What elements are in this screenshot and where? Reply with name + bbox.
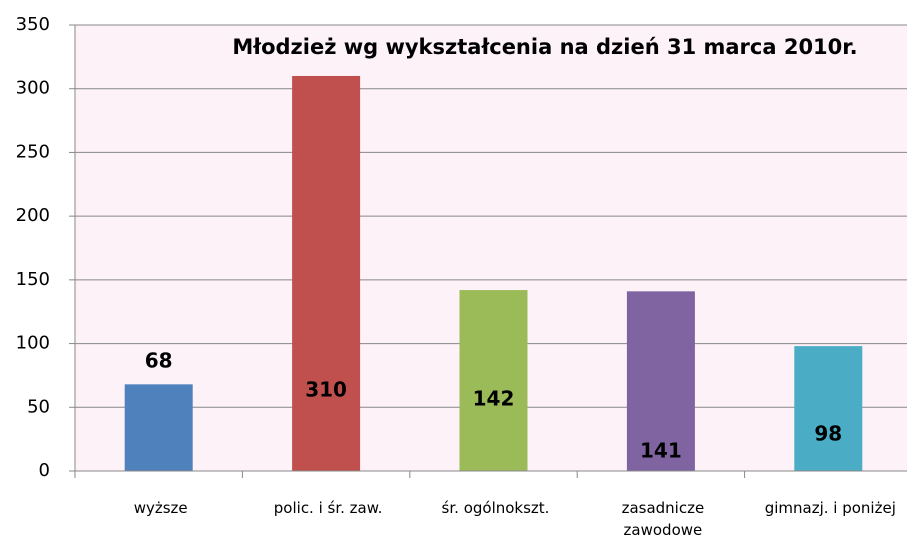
y-tick-label: 50: [27, 396, 50, 417]
data-label: 142: [473, 387, 515, 411]
bar: [292, 75, 361, 471]
y-tick-label: 250: [16, 141, 50, 162]
x-tick-label: gimnazj. i poniżej: [764, 499, 896, 517]
data-label: 98: [814, 422, 842, 446]
data-label: 68: [145, 349, 173, 373]
x-tick-label: śr. ogólnokszt.: [441, 499, 550, 517]
bar: [794, 346, 863, 471]
data-label: 141: [640, 439, 682, 463]
bar: [459, 290, 528, 471]
bar: [124, 384, 193, 471]
y-tick-label: 0: [39, 460, 50, 481]
data-label: 310: [305, 378, 347, 402]
y-tick-label: 300: [16, 78, 50, 99]
y-tick-label: 200: [16, 205, 50, 226]
x-tick-label: wyższe: [133, 499, 188, 517]
x-tick-label: polic. i śr. zaw.: [273, 499, 383, 517]
chart-title: Młodzież wg wykształcenia na dzień 31 ma…: [232, 35, 857, 59]
y-tick-label: 350: [16, 14, 50, 35]
y-tick-label: 150: [16, 269, 50, 290]
bar: [626, 291, 695, 471]
y-tick-label: 100: [16, 333, 50, 354]
x-tick-label: zasadnicze zawodowe: [621, 499, 705, 539]
